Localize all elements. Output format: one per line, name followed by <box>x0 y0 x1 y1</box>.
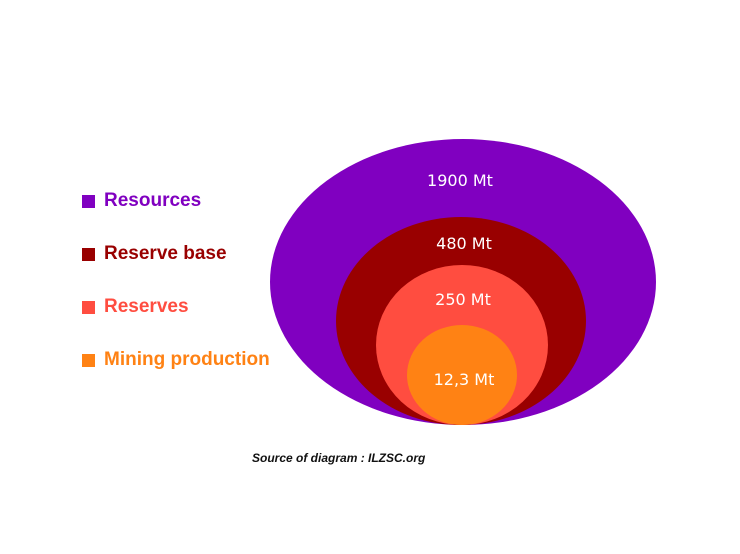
label-reserves: 250 Mt <box>435 290 491 309</box>
legend-swatch-mining-production <box>82 354 95 367</box>
label-resources: 1900 Mt <box>427 171 493 190</box>
legend-label-resources: Resources <box>104 190 202 211</box>
legend-label-reserves: Reserves <box>104 296 189 317</box>
source-caption: Source of diagram : ILZSC.org <box>252 451 426 465</box>
legend-swatch-reserves <box>82 301 95 314</box>
legend-swatch-resources <box>82 195 95 208</box>
legend-swatch-reserve-base <box>82 248 95 261</box>
label-mining-production: 12,3 Mt <box>434 370 495 389</box>
label-reserve-base: 480 Mt <box>436 234 492 253</box>
legend-label-mining-production: Mining production <box>104 349 270 370</box>
legend-label-reserve-base: Reserve base <box>104 243 227 264</box>
ellipse-mining-production <box>407 325 517 425</box>
